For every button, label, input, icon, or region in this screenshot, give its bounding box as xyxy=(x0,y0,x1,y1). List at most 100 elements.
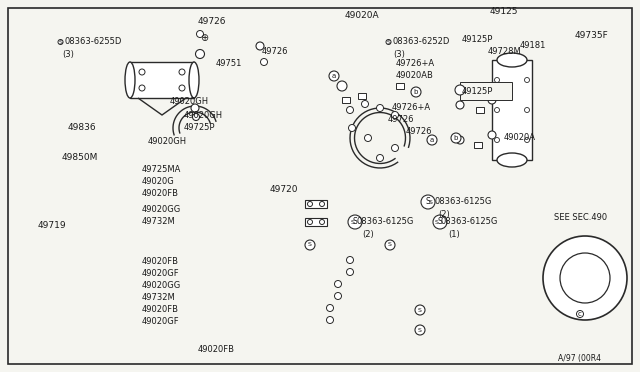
Circle shape xyxy=(256,42,264,50)
Text: 49020FB: 49020FB xyxy=(142,189,179,199)
Circle shape xyxy=(455,85,465,95)
Circle shape xyxy=(335,292,342,299)
Text: b: b xyxy=(414,89,418,95)
Circle shape xyxy=(543,236,627,320)
Circle shape xyxy=(179,85,185,91)
Circle shape xyxy=(307,202,312,206)
Circle shape xyxy=(326,305,333,311)
Circle shape xyxy=(376,105,383,112)
Bar xyxy=(358,93,366,99)
Circle shape xyxy=(421,195,435,209)
Circle shape xyxy=(346,257,353,263)
Circle shape xyxy=(577,311,584,317)
Circle shape xyxy=(456,136,464,144)
Text: 49725MA: 49725MA xyxy=(142,166,181,174)
Text: a: a xyxy=(430,137,434,143)
Text: 49719: 49719 xyxy=(38,221,67,231)
Circle shape xyxy=(329,71,339,81)
Circle shape xyxy=(260,58,268,65)
Text: 49726: 49726 xyxy=(262,48,289,57)
Circle shape xyxy=(191,104,199,112)
Text: 49850M: 49850M xyxy=(62,154,99,163)
Bar xyxy=(305,200,327,208)
Text: S: S xyxy=(388,243,392,247)
Ellipse shape xyxy=(497,153,527,167)
Text: 49020GG: 49020GG xyxy=(142,205,181,215)
Text: 49020GH: 49020GH xyxy=(148,138,187,147)
Circle shape xyxy=(193,113,200,121)
Circle shape xyxy=(319,219,324,224)
Text: 49020A: 49020A xyxy=(504,134,536,142)
Circle shape xyxy=(58,39,63,45)
Circle shape xyxy=(525,77,529,83)
Circle shape xyxy=(139,69,145,75)
Circle shape xyxy=(349,125,355,131)
Text: 49726+A: 49726+A xyxy=(396,60,435,68)
Circle shape xyxy=(427,135,437,145)
Text: S: S xyxy=(426,198,430,206)
Text: 49726+A: 49726+A xyxy=(392,103,431,112)
Circle shape xyxy=(307,219,312,224)
Circle shape xyxy=(305,240,315,250)
Text: 49020A: 49020A xyxy=(345,12,380,20)
Text: 49020GH: 49020GH xyxy=(184,112,223,121)
Ellipse shape xyxy=(189,62,199,98)
Text: 49720: 49720 xyxy=(270,186,298,195)
Text: 49020G: 49020G xyxy=(142,177,175,186)
Text: S: S xyxy=(418,327,422,333)
Text: 49020AB: 49020AB xyxy=(396,71,434,80)
Text: 49020FB: 49020FB xyxy=(142,257,179,266)
Circle shape xyxy=(362,100,369,108)
Circle shape xyxy=(488,131,496,139)
Text: S: S xyxy=(429,199,433,205)
Text: 49020GF: 49020GF xyxy=(142,317,180,327)
Circle shape xyxy=(411,87,421,97)
Text: S: S xyxy=(438,218,442,227)
Text: 49125P: 49125P xyxy=(462,87,493,96)
Circle shape xyxy=(451,133,461,143)
Text: b: b xyxy=(454,135,458,141)
Text: 49125: 49125 xyxy=(490,7,518,16)
Circle shape xyxy=(428,199,433,205)
Circle shape xyxy=(196,31,204,38)
Text: S: S xyxy=(435,219,438,224)
Text: 49726: 49726 xyxy=(388,115,415,125)
Text: c: c xyxy=(578,311,582,317)
Text: 49728M: 49728M xyxy=(488,48,522,57)
Text: (2): (2) xyxy=(362,230,374,238)
Circle shape xyxy=(326,317,333,324)
Text: 08363-6252D: 08363-6252D xyxy=(392,38,449,46)
Text: 49726: 49726 xyxy=(198,17,227,26)
Text: A/97 (00R4: A/97 (00R4 xyxy=(558,353,601,362)
Ellipse shape xyxy=(497,53,527,67)
Circle shape xyxy=(376,154,383,161)
Bar xyxy=(342,97,350,103)
Text: 49020GF: 49020GF xyxy=(142,269,180,279)
Text: S: S xyxy=(351,219,355,224)
Text: 49020FB: 49020FB xyxy=(142,305,179,314)
Circle shape xyxy=(385,240,395,250)
Circle shape xyxy=(433,215,447,229)
Circle shape xyxy=(365,135,371,141)
Circle shape xyxy=(456,101,464,109)
Text: 49732M: 49732M xyxy=(142,294,176,302)
Bar xyxy=(492,60,532,160)
Circle shape xyxy=(434,219,439,225)
Circle shape xyxy=(139,85,145,91)
Text: 49020GH: 49020GH xyxy=(170,97,209,106)
Text: 49725P: 49725P xyxy=(184,124,216,132)
Text: ⊕: ⊕ xyxy=(200,33,208,43)
Bar xyxy=(305,218,327,226)
Circle shape xyxy=(525,138,529,142)
Circle shape xyxy=(348,215,362,229)
Text: 49751: 49751 xyxy=(216,60,243,68)
Text: 49726: 49726 xyxy=(406,128,433,137)
Circle shape xyxy=(346,269,353,276)
Circle shape xyxy=(350,219,355,225)
Circle shape xyxy=(392,144,399,151)
Circle shape xyxy=(319,202,324,206)
Circle shape xyxy=(495,77,499,83)
Text: (1): (1) xyxy=(448,230,460,238)
Text: 08363-6125G: 08363-6125G xyxy=(434,198,492,206)
Circle shape xyxy=(179,69,185,75)
